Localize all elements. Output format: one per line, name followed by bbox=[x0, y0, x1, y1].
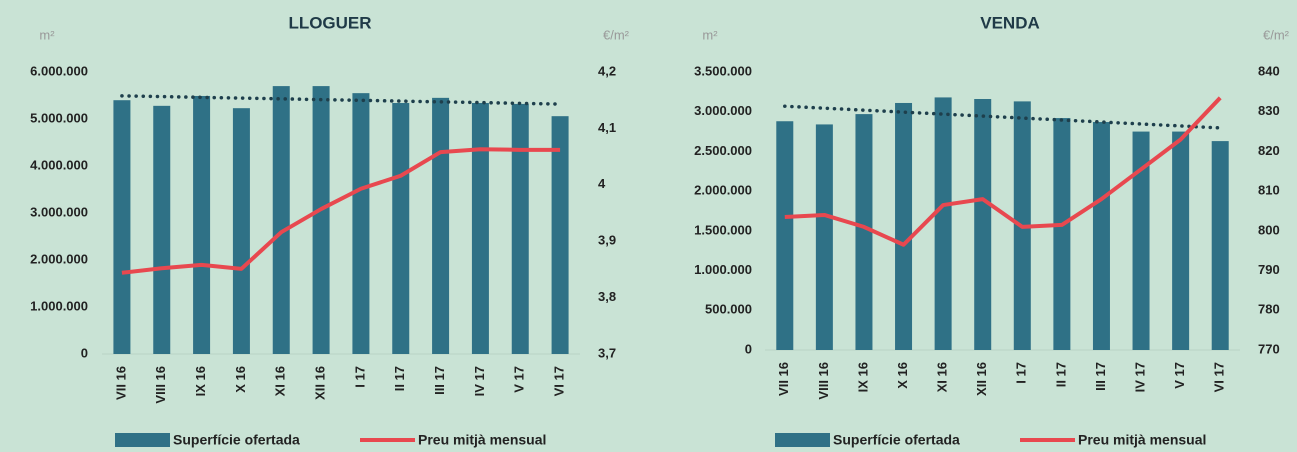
y2-tick-label: 820 bbox=[1258, 143, 1280, 158]
x-tick-label: V 17 bbox=[512, 366, 527, 393]
x-tick-label: XII 16 bbox=[313, 366, 328, 400]
y2-tick-label: 3,9 bbox=[598, 233, 616, 248]
x-tick-label: IV 17 bbox=[1132, 362, 1147, 392]
x-tick-label: VIII 16 bbox=[153, 366, 168, 404]
y-tick-label: 1.000.000 bbox=[30, 298, 88, 313]
chart: LLOGUER m² €/m² 0 1.000.000 2.000.000 3.000.00… bbox=[30, 13, 630, 447]
bar bbox=[815, 124, 833, 351]
bar bbox=[776, 121, 794, 350]
x-tick-label: IX 16 bbox=[855, 362, 870, 392]
legend-label: Preu mitjà mensual bbox=[1078, 432, 1206, 448]
x-tick-label: IX 16 bbox=[193, 366, 208, 396]
y-tick-label: 0 bbox=[745, 341, 752, 356]
bar bbox=[113, 100, 131, 354]
bar bbox=[974, 99, 992, 351]
y2-tick-label: 3,8 bbox=[598, 289, 616, 304]
y-axis-unit: m² bbox=[39, 27, 55, 42]
trend-line bbox=[783, 104, 1222, 130]
bar bbox=[392, 103, 410, 355]
x-tick-label: VII 16 bbox=[113, 366, 128, 400]
y-tick-label: 4.000.000 bbox=[30, 157, 88, 172]
y2-axis-unit: €/m² bbox=[1263, 27, 1290, 42]
y2-tick-label: 810 bbox=[1258, 183, 1280, 198]
bar bbox=[193, 95, 211, 354]
y2-tick-label: 830 bbox=[1258, 103, 1280, 118]
x-tick-label: IV 17 bbox=[472, 366, 487, 396]
y-tick-label: 6.000.000 bbox=[30, 63, 88, 78]
chart: VENDA m² €/m² 0 500.000 1.000.000 1.500.000 2.0… bbox=[694, 13, 1290, 447]
y2-tick-label: 4,1 bbox=[598, 120, 616, 135]
bar bbox=[1132, 131, 1150, 350]
x-tick-label: VII 16 bbox=[776, 362, 791, 396]
y-tick-label: 1.500.000 bbox=[694, 222, 752, 237]
legend-label: Preu mitjà mensual bbox=[418, 432, 546, 448]
y2-tick-label: 780 bbox=[1258, 302, 1280, 317]
y2-tick-label: 770 bbox=[1258, 341, 1280, 356]
x-tick-label: X 16 bbox=[233, 366, 248, 393]
x-tick-label: I 17 bbox=[1014, 362, 1029, 384]
line-series bbox=[784, 96, 1222, 247]
x-tick-label: III 17 bbox=[432, 366, 447, 395]
y2-tick-label: 790 bbox=[1258, 262, 1280, 277]
legend-label: Superfície ofertada bbox=[173, 432, 300, 448]
bar bbox=[272, 86, 290, 354]
x-tick-label: III 17 bbox=[1093, 362, 1108, 391]
x-tick-label: II 17 bbox=[392, 366, 407, 391]
bar bbox=[934, 97, 952, 350]
bar bbox=[232, 108, 250, 354]
bar bbox=[432, 97, 450, 354]
legend-swatch bbox=[775, 433, 830, 447]
y-tick-label: 500.000 bbox=[705, 302, 752, 317]
bar bbox=[1092, 122, 1110, 350]
x-tick-label: XI 16 bbox=[273, 366, 288, 396]
bar bbox=[551, 116, 569, 355]
y-tick-label: 2.500.000 bbox=[694, 143, 752, 158]
y-tick-label: 2.000.000 bbox=[30, 251, 88, 266]
x-tick-label: I 17 bbox=[352, 366, 367, 388]
y2-tick-label: 840 bbox=[1258, 63, 1280, 78]
trend-line bbox=[120, 94, 562, 106]
bar bbox=[511, 103, 529, 355]
legend-label: Superfície ofertada bbox=[833, 432, 960, 448]
y-tick-label: 0 bbox=[81, 345, 88, 360]
y2-tick-label: 4,2 bbox=[598, 63, 616, 78]
y-tick-label: 2.000.000 bbox=[694, 183, 752, 198]
y2-tick-label: 4 bbox=[598, 176, 606, 191]
y-tick-label: 3.000.000 bbox=[694, 103, 752, 118]
x-tick-label: X 16 bbox=[895, 362, 910, 389]
y-tick-label: 1.000.000 bbox=[694, 262, 752, 277]
y-tick-label: 3.000.000 bbox=[30, 204, 88, 219]
bar bbox=[855, 114, 873, 351]
bar bbox=[1172, 131, 1190, 350]
y-tick-label: 5.000.000 bbox=[30, 110, 88, 125]
chart-title: VENDA bbox=[980, 13, 1040, 32]
y2-tick-label: 3,7 bbox=[598, 345, 616, 360]
x-tick-label: VI 17 bbox=[1212, 362, 1227, 392]
x-tick-label: XII 16 bbox=[974, 362, 989, 396]
x-tick-label: VIII 16 bbox=[816, 362, 831, 400]
x-tick-label: VI 17 bbox=[552, 366, 567, 396]
bar bbox=[1211, 141, 1229, 350]
bar bbox=[1053, 118, 1071, 350]
x-tick-label: XI 16 bbox=[935, 362, 950, 392]
bar bbox=[895, 102, 913, 350]
y2-axis-unit: €/m² bbox=[603, 27, 630, 42]
y2-tick-label: 800 bbox=[1258, 222, 1280, 237]
bar bbox=[471, 103, 489, 355]
line-series bbox=[121, 147, 561, 275]
legend-swatch bbox=[115, 433, 170, 447]
y-axis-unit: m² bbox=[702, 27, 718, 42]
chart-title: LLOGUER bbox=[288, 13, 371, 32]
bar bbox=[153, 105, 171, 354]
bar bbox=[312, 86, 330, 354]
y-tick-label: 3.500.000 bbox=[694, 63, 752, 78]
x-tick-label: II 17 bbox=[1053, 362, 1068, 387]
x-tick-label: V 17 bbox=[1172, 362, 1187, 389]
bar bbox=[352, 93, 370, 355]
